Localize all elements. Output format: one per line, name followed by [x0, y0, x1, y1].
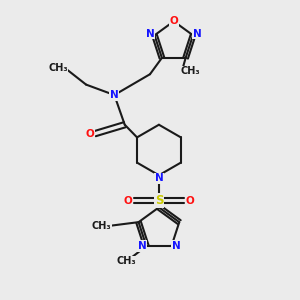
Text: N: N: [110, 90, 119, 100]
Text: N: N: [193, 29, 202, 39]
Text: N: N: [137, 241, 146, 251]
Text: N: N: [172, 241, 180, 251]
Text: CH₃: CH₃: [48, 63, 68, 73]
Text: S: S: [155, 194, 163, 207]
Text: O: O: [169, 16, 178, 26]
Text: CH₃: CH₃: [180, 66, 200, 76]
Text: CH₃: CH₃: [116, 256, 136, 266]
Text: O: O: [123, 196, 132, 206]
Text: O: O: [85, 129, 94, 139]
Text: N: N: [146, 29, 154, 39]
Text: N: N: [154, 173, 163, 183]
Text: O: O: [186, 196, 194, 206]
Text: CH₃: CH₃: [92, 221, 111, 231]
